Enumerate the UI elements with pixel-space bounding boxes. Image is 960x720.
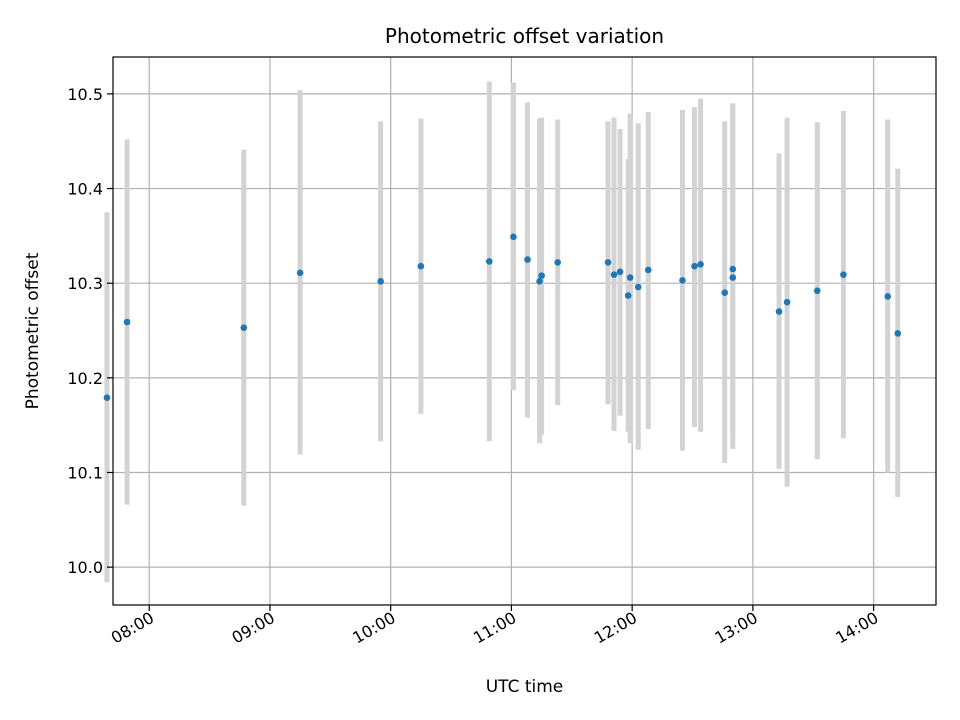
chart-title: Photometric offset variation	[385, 24, 664, 48]
data-point	[296, 269, 304, 277]
data-points	[103, 233, 902, 402]
data-point	[840, 271, 847, 278]
data-point	[538, 272, 545, 279]
data-point	[783, 298, 791, 306]
data-point	[624, 292, 632, 299]
data-point	[123, 318, 131, 326]
data-point	[729, 265, 737, 273]
data-point	[644, 266, 652, 274]
data-point	[679, 277, 686, 284]
data-point	[729, 274, 737, 281]
data-point	[626, 274, 634, 281]
data-point	[610, 271, 618, 278]
data-point	[510, 233, 517, 241]
data-point	[103, 394, 111, 402]
data-point	[536, 278, 543, 285]
data-point	[604, 259, 612, 266]
data-point	[813, 287, 821, 295]
y-tick-label: 10.0	[67, 558, 103, 577]
data-point	[894, 330, 902, 337]
plot-area-frame	[112, 56, 937, 606]
data-point	[554, 259, 562, 266]
data-point	[697, 260, 704, 268]
y-tick-label: 10.5	[67, 85, 103, 104]
data-point	[417, 262, 425, 270]
grid	[113, 57, 936, 605]
data-point	[691, 262, 698, 270]
data-point	[240, 324, 248, 331]
data-point	[616, 268, 624, 276]
y-tick-label: 10.2	[67, 369, 103, 388]
y-tick-label: 10.3	[67, 274, 103, 293]
x-axis-title: UTC time	[486, 677, 564, 697]
data-point	[884, 293, 892, 300]
data-point	[775, 308, 783, 315]
y-axis-ticks: 10.0 10.1 10.2 10.3 10.4 10.5	[67, 85, 113, 577]
data-point	[634, 283, 642, 291]
y-tick-label: 10.4	[67, 180, 103, 199]
data-point	[524, 256, 531, 263]
y-tick-label: 10.1	[67, 463, 103, 482]
data-point	[721, 289, 729, 296]
data-point	[485, 258, 493, 265]
data-point	[377, 278, 384, 285]
y-axis-title: Photometric offset	[23, 252, 43, 409]
